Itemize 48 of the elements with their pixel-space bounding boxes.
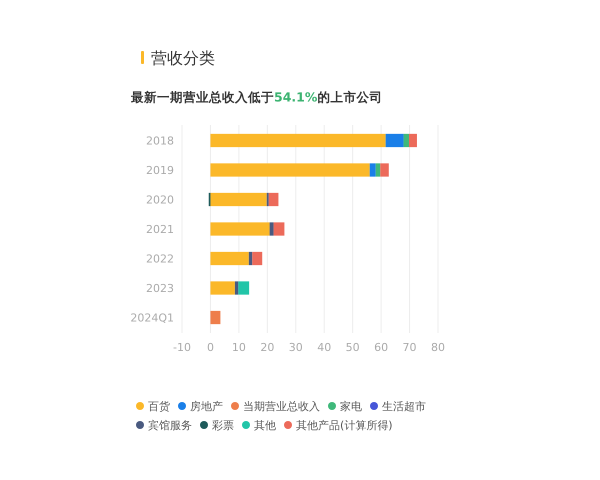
bar [268,192,278,206]
y-tick-label: 2022 [146,252,174,266]
bar [408,134,417,148]
bar [210,281,235,295]
legend-label: 彩票 [212,418,234,432]
y-tick-label: 2021 [146,222,174,236]
legend-label: 宾馆服务 [148,418,192,432]
x-tick-label: 50 [346,340,360,354]
y-tick-label: 2024Q1 [130,311,174,324]
x-tick-label: 0 [206,340,214,354]
legend-label: 当期营业总收入 [243,400,320,413]
chart-subtitle: 最新一期营业总收入低于54.1%的上市公司 [130,89,382,104]
y-tick-label: 2019 [146,164,174,177]
bar [376,163,380,177]
bar [238,281,250,295]
legend-label: 其他产品(计算所得) [296,418,393,432]
y-tick-label: 2023 [146,282,174,295]
x-tick-label: 60 [374,340,388,354]
bar [210,252,249,266]
bar [210,310,220,324]
bar [404,134,409,148]
legend-label: 生活超市 [382,400,426,413]
legend-label: 百货 [148,400,170,413]
bar [210,192,267,206]
bar [210,222,270,236]
bar [210,134,386,148]
x-tick-label: 40 [317,340,332,354]
bar [270,222,274,236]
x-tick-label: -10 [173,340,191,354]
bar [380,163,389,177]
bar [210,163,370,177]
y-tick-label: 2018 [146,134,174,148]
bar [252,252,262,266]
bar [386,134,404,148]
chart-title: 营收分类 [151,48,215,68]
x-tick-label: 80 [431,340,445,354]
bar [274,222,284,236]
x-tick-label: 20 [260,340,274,354]
legend-label: 其他 [254,418,276,432]
x-tick-label: 10 [232,340,246,354]
legend-label: 家电 [340,400,362,413]
bar [370,163,376,177]
bar [234,281,238,295]
y-tick-label: 2020 [146,193,174,206]
bar [248,252,252,266]
legend-label: 房地产 [190,400,223,413]
x-tick-label: 30 [288,340,303,354]
x-tick-label: 70 [402,340,417,354]
